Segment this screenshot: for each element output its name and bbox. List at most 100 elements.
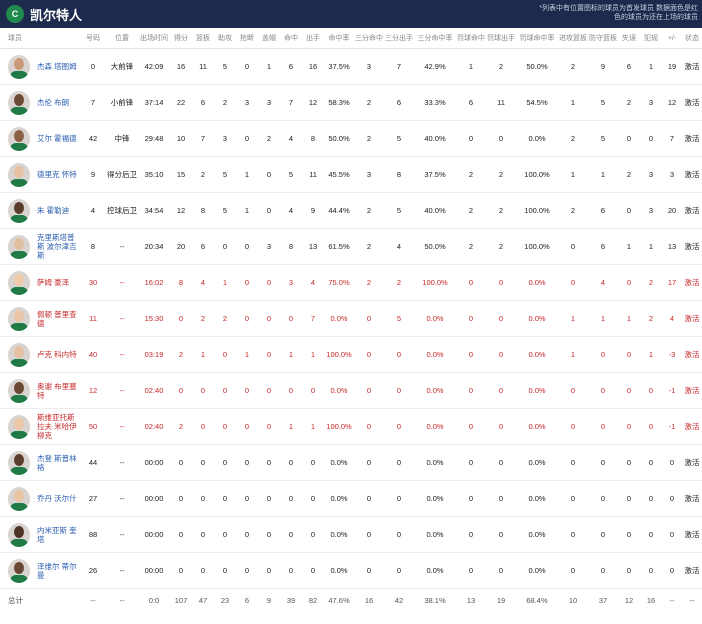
player-row[interactable]: 奥谢 布里塞特 12 -- 02:40 0 0 0 0 0 0 0 0.0% 0 0 0.0% 0 0 0.0% 0… [0,372,702,409]
player-cell[interactable]: 泽维尔 蒂尔曼 [0,552,80,589]
stat-tov: 2 [618,84,640,121]
stat-tpa: 6 [384,84,414,121]
stat-fgm: 0 [280,480,302,517]
player-name-link[interactable]: 斯维亚托斯拉夫 米哈伊柳克 [37,413,77,440]
player-name-link[interactable]: 艾尔 霍福德 [37,134,77,143]
player-name-link[interactable]: 杰登 斯普林格 [37,453,77,472]
player-name-link[interactable]: 德里克 怀特 [37,170,77,179]
player-cell[interactable]: 杰伦 布朗 [0,84,80,121]
column-header-blocks[interactable]: 盖帽 [258,28,280,49]
player-row[interactable]: 佩顿 普里查德 11 -- 15:30 0 2 2 0 0 0 7 0.0% 0 5 0.0% 0 0 0.0% 1… [0,300,702,337]
column-header-assists[interactable]: 助攻 [214,28,236,49]
player-cell[interactable]: 佩顿 普里查德 [0,300,80,337]
player-cell[interactable]: 朱 霍勒迪 [0,192,80,229]
player-row[interactable]: 德里克 怀特 9 得分后卫 35:10 15 2 5 1 0 5 11 45.5% 3 8 37.5% 2 2 1… [0,156,702,193]
column-header-3pm[interactable]: 三分命中 [354,28,384,49]
player-name-link[interactable]: 克里斯塔普斯 波尔津吉斯 [37,233,77,260]
stat-oreb: 2 [558,48,588,85]
stat-fgp: 75.0% [324,264,354,301]
stat-min: 03:19 [138,336,170,373]
player-cell[interactable]: 德里克 怀特 [0,156,80,193]
player-cell[interactable]: 艾尔 霍福德 [0,120,80,157]
player-cell[interactable]: 奥谢 布里塞特 [0,372,80,409]
stat-dreb: 5 [588,120,618,157]
column-header-fg-pct[interactable]: 命中率 [324,28,354,49]
stat-tov: 0 [618,192,640,229]
column-header-steals[interactable]: 抢断 [236,28,258,49]
stat-oreb: 0 [558,228,588,265]
stat-status: 激活 [682,264,702,301]
column-header-status[interactable]: 状态 [682,28,702,49]
column-header-fouls[interactable]: 犯规 [640,28,662,49]
stat-fga: 0 [302,516,324,553]
player-cell[interactable]: 斯维亚托斯拉夫 米哈伊柳克 [0,408,80,445]
player-cell[interactable]: 萨姆 豪泽 [0,264,80,301]
player-name-link[interactable]: 杰森 塔图姆 [37,62,77,71]
player-name-link[interactable]: 乔丹 沃尔什 [37,494,77,503]
column-header-oreb[interactable]: 进攻篮板 [558,28,588,49]
stat-fta: 2 [486,156,516,193]
player-cell[interactable]: 内米亚斯 奎塔 [0,516,80,553]
stat-pm: -3 [662,336,682,373]
column-header-points[interactable]: 得分 [170,28,192,49]
column-header-minutes[interactable]: 出场时间 [138,28,170,49]
stat-tpp: 37.5% [414,156,456,193]
stat-status: 激活 [682,372,702,409]
player-row[interactable]: 萨姆 豪泽 30 -- 16:02 8 4 1 0 0 3 4 75.0% 2 2 100.0% 0 0 0.0%… [0,264,702,301]
player-row[interactable]: 杰伦 布朗 7 小前锋 37:14 22 6 2 3 3 7 12 58.3% 2 6 33.3% 6 11 54… [0,84,702,121]
column-header-position[interactable]: 位置 [106,28,138,49]
player-row[interactable]: 艾尔 霍福德 42 中锋 29:48 10 7 3 0 2 4 8 50.0% 2 5 40.0% 0 0 0.0… [0,120,702,157]
player-cell[interactable]: 杰森 塔图姆 [0,48,80,85]
column-header-plus-minus[interactable]: +/- [662,28,682,49]
player-name-link[interactable]: 卢克 科内特 [37,350,77,359]
stat-tov: 0 [618,516,640,553]
column-header-3p-pct[interactable]: 三分命中率 [414,28,456,49]
column-header-fta[interactable]: 罚球出手 [486,28,516,49]
player-row[interactable]: 杰登 斯普林格 44 -- 00:00 0 0 0 0 0 0 0 0.0% 0 0 0.0% 0 0 0.0% 0… [0,444,702,481]
column-header-dreb[interactable]: 防守篮板 [588,28,618,49]
stat-status: 激活 [682,336,702,373]
totals-row: 总计 -- -- 0:0 107 47 23 6 9 39 82 47.6% 16 42 38.1% 13 19… [0,589,702,612]
column-header-3pa[interactable]: 三分出手 [384,28,414,49]
player-name-link[interactable]: 内米亚斯 奎塔 [37,525,77,544]
player-name-link[interactable]: 杰伦 布朗 [37,98,70,107]
stat-tpm: 2 [354,84,384,121]
column-header-fga[interactable]: 出手 [302,28,324,49]
player-name-link[interactable]: 萨姆 豪泽 [37,278,70,287]
stat-min: 16:02 [138,264,170,301]
stat-dreb: 1 [588,300,618,337]
stat-ast: 0 [214,516,236,553]
stat-fga: 12 [302,84,324,121]
player-row[interactable]: 朱 霍勒迪 4 控球后卫 34:54 12 8 5 1 0 4 9 44.4% 2 5 40.0% 2 2 100… [0,192,702,229]
stat-pm: 0 [662,444,682,481]
column-header-player[interactable]: 球员 [0,28,80,49]
column-header-turnovers[interactable]: 失误 [618,28,640,49]
column-header-rebounds[interactable]: 篮板 [192,28,214,49]
column-header-ftm[interactable]: 罚球命中 [456,28,486,49]
player-row[interactable]: 乔丹 沃尔什 27 -- 00:00 0 0 0 0 0 0 0 0.0% 0 0 0.0% 0 0 0.0% 0 0… [0,480,702,517]
column-header-fgm[interactable]: 命中 [280,28,302,49]
player-cell[interactable]: 乔丹 沃尔什 [0,480,80,517]
player-avatar [8,54,30,79]
player-name-link[interactable]: 佩顿 普里查德 [37,309,77,328]
stat-tpp: 0.0% [414,516,456,553]
player-name-link[interactable]: 奥谢 布里塞特 [37,381,77,400]
player-row[interactable]: 杰森 塔图姆 0 大前锋 42:09 16 11 5 0 1 6 16 37.5% 3 7 42.9% 1 2 5… [0,48,702,85]
player-cell[interactable]: 克里斯塔普斯 波尔津吉斯 [0,228,80,265]
stat-tov: 0 [618,444,640,481]
player-name-link[interactable]: 泽维尔 蒂尔曼 [37,561,77,580]
player-row[interactable]: 克里斯塔普斯 波尔津吉斯 8 -- 20:34 20 6 0 0 3 8 13 61.5% 2 4 50.0… [0,228,702,265]
player-cell[interactable]: 杰登 斯普林格 [0,444,80,481]
player-cell[interactable]: 卢克 科内特 [0,336,80,373]
player-row[interactable]: 斯维亚托斯拉夫 米哈伊柳克 50 -- 02:40 2 0 0 0 0 1 1 100.0% 0 0 0.0… [0,408,702,445]
player-row[interactable]: 泽维尔 蒂尔曼 26 -- 00:00 0 0 0 0 0 0 0 0.0% 0 0 0.0% 0 0 0.0% 0… [0,552,702,589]
player-row[interactable]: 卢克 科内特 40 -- 03:19 2 1 0 1 0 1 1 100.0% 0 0 0.0% 0 0 0.0%… [0,336,702,373]
stat-pm: 0 [662,552,682,589]
stat-status: 激活 [682,228,702,265]
player-name-link[interactable]: 朱 霍勒迪 [37,206,70,215]
column-header-number[interactable]: 号码 [80,28,106,49]
stat-pm: 20 [662,192,682,229]
stat-tpp: 100.0% [414,264,456,301]
column-header-ft-pct[interactable]: 罚球命中率 [516,28,558,49]
player-row[interactable]: 内米亚斯 奎塔 88 -- 00:00 0 0 0 0 0 0 0 0.0% 0 0 0.0% 0 0 0.0% 0… [0,516,702,553]
